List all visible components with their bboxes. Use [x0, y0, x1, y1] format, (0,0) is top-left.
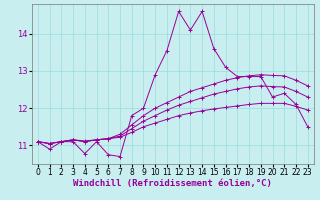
X-axis label: Windchill (Refroidissement éolien,°C): Windchill (Refroidissement éolien,°C): [73, 179, 272, 188]
